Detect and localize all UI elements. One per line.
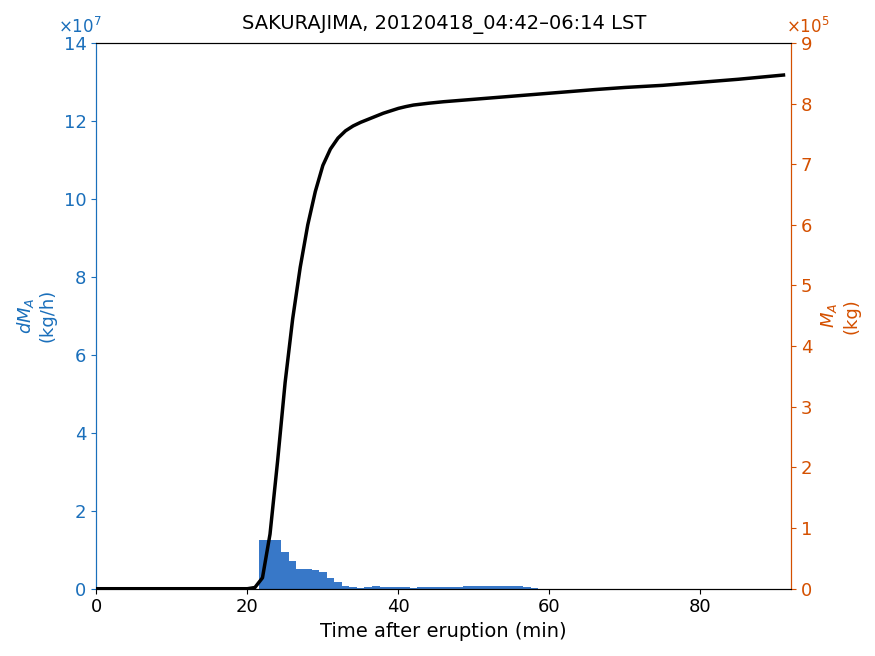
Bar [493, 586, 500, 588]
Title: SAKURAJIMA, 20120418_04:42–06:14 LST: SAKURAJIMA, 20120418_04:42–06:14 LST [242, 15, 646, 34]
Bar [326, 578, 334, 588]
Bar [342, 586, 349, 588]
Bar [523, 586, 530, 588]
Bar [455, 587, 463, 588]
Bar [380, 587, 387, 588]
Bar [402, 587, 410, 588]
Text: $\times10^7$: $\times10^7$ [58, 17, 102, 37]
Bar [349, 586, 357, 588]
Bar [319, 572, 326, 588]
Y-axis label: $M_A$
(kg): $M_A$ (kg) [819, 298, 860, 334]
Bar [372, 586, 380, 588]
Bar [440, 587, 447, 588]
Bar [334, 583, 342, 588]
Bar [470, 586, 478, 588]
Y-axis label: $dM_A$
(kg/h): $dM_A$ (kg/h) [15, 289, 57, 342]
Bar [515, 586, 523, 588]
Bar [447, 586, 455, 588]
Bar [266, 540, 274, 588]
Bar [463, 586, 470, 588]
Bar [432, 586, 440, 588]
Text: $\times10^5$: $\times10^5$ [786, 17, 830, 37]
Bar [282, 552, 289, 588]
Bar [478, 586, 486, 588]
Bar [507, 586, 515, 588]
Bar [500, 586, 507, 588]
Bar [312, 570, 319, 588]
Bar [259, 541, 266, 588]
Bar [486, 586, 493, 588]
Bar [387, 587, 395, 588]
Bar [364, 586, 372, 588]
Bar [424, 587, 432, 588]
Bar [304, 569, 312, 588]
Bar [274, 540, 282, 588]
Bar [395, 587, 402, 588]
Bar [289, 561, 297, 588]
Bar [297, 569, 304, 588]
X-axis label: Time after eruption (min): Time after eruption (min) [320, 622, 567, 641]
Bar [417, 587, 424, 588]
